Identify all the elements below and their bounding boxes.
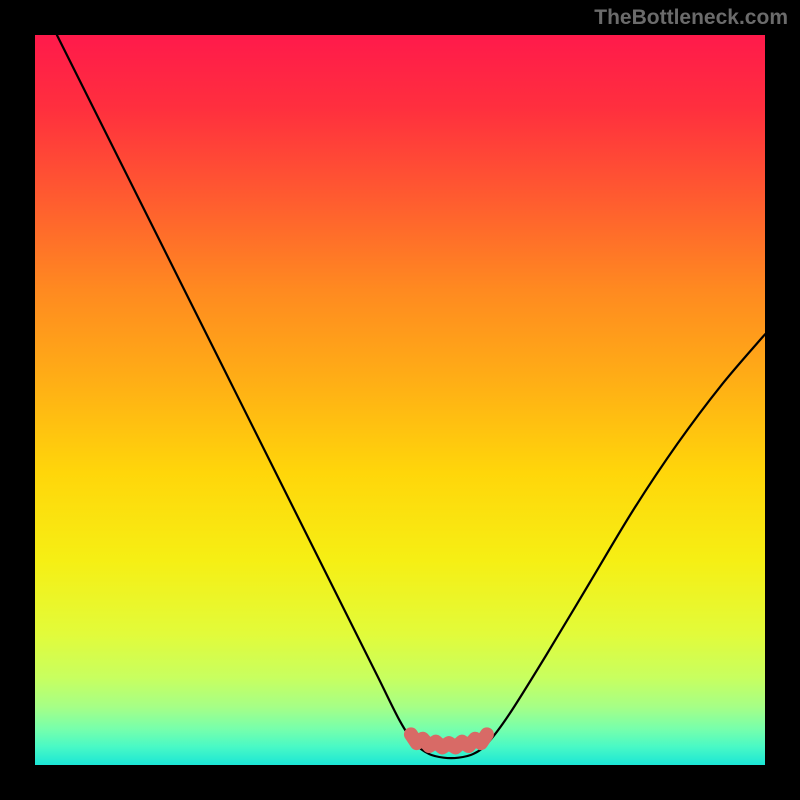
plot-area (35, 35, 765, 765)
bumpy-segment (411, 734, 487, 747)
watermark-text: TheBottleneck.com (594, 6, 788, 30)
curves-layer (35, 35, 765, 765)
main-curve (57, 35, 765, 758)
chart-container: TheBottleneck.com (0, 0, 800, 800)
